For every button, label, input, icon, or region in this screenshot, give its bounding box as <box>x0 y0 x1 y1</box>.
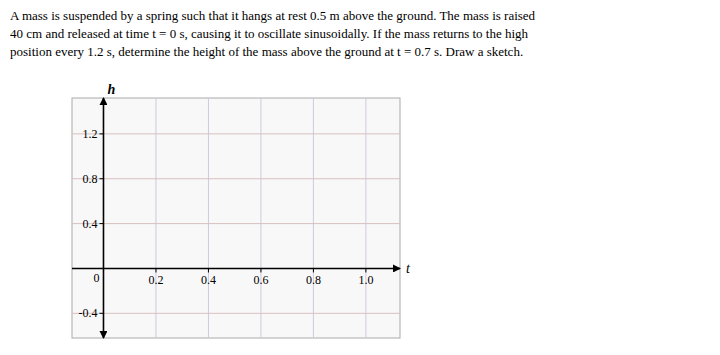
tick <box>99 133 103 134</box>
tick-label: 0.6 <box>253 273 268 287</box>
tick-label: 1.0 <box>358 273 373 287</box>
x-axis <box>72 268 400 270</box>
title: position every 1.2 s, determine the heig… <box>10 44 523 59</box>
tick <box>99 313 103 314</box>
tick <box>103 268 104 272</box>
tick <box>99 223 103 224</box>
grid-line <box>72 133 400 134</box>
y-axis <box>103 268 105 338</box>
tick <box>260 268 261 272</box>
title: 40 cm and released at time t = 0 s, caus… <box>10 26 529 41</box>
tick-label: 1.2 <box>82 127 97 141</box>
tick-label: 0.4 <box>201 273 216 287</box>
tick <box>155 268 156 272</box>
tick-label: 0.2 <box>148 273 163 287</box>
x-axis-label: t <box>406 261 411 276</box>
tick <box>99 178 103 179</box>
y-axis-label: h <box>107 82 115 97</box>
y-axis <box>103 98 105 268</box>
tick <box>313 268 314 272</box>
tick-label: 0.8 <box>306 273 321 287</box>
tick-label: 0 <box>93 271 99 285</box>
plot-area <box>72 98 400 338</box>
tick-label: -0.4 <box>78 306 97 320</box>
tick <box>99 268 103 269</box>
tick <box>208 268 209 272</box>
tick-label: 0.4 <box>82 217 97 231</box>
grid-line <box>72 178 400 179</box>
chart: A mass is suspended by a spring such tha… <box>0 0 720 355</box>
tick <box>365 268 366 272</box>
grid-line <box>72 313 400 314</box>
grid-line <box>72 223 400 224</box>
tick-label: 0.8 <box>82 172 97 186</box>
title: A mass is suspended by a spring such tha… <box>10 8 536 23</box>
